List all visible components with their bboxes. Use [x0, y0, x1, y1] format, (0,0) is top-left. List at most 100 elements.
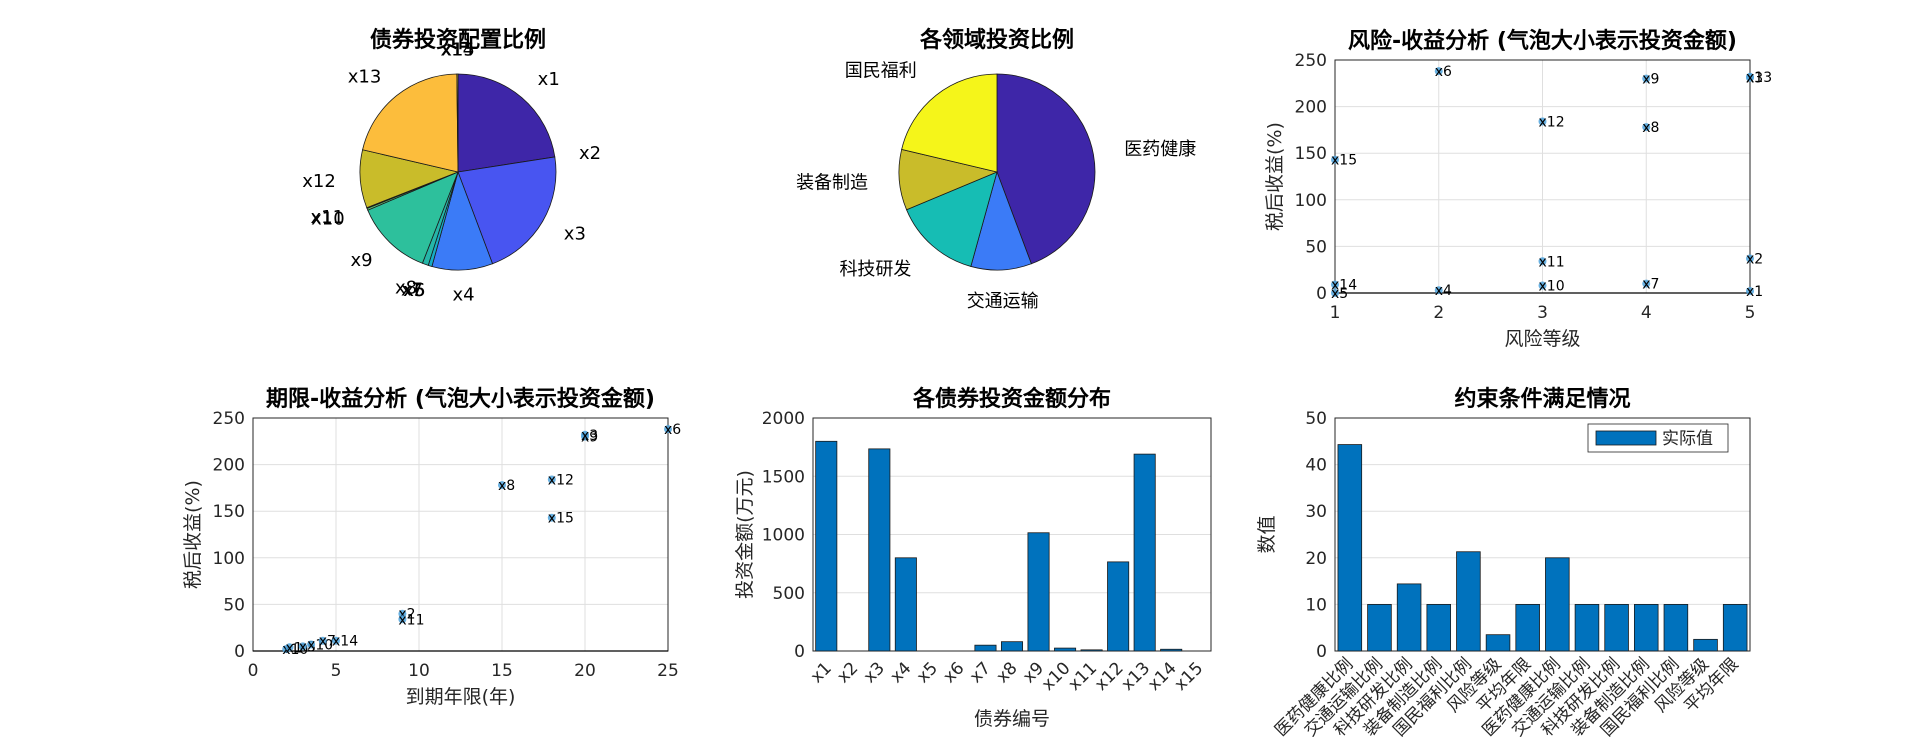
scatter-point — [285, 643, 294, 652]
y-tick-label: 500 — [773, 584, 805, 604]
bar — [1693, 638, 1718, 652]
x-tick-label: 2 — [1433, 303, 1444, 323]
bar — [868, 448, 891, 652]
point-label: x11 — [398, 612, 424, 628]
scatter-point — [1538, 117, 1547, 126]
x-tick-label: x15 — [1171, 658, 1208, 695]
y-tick-label: 0 — [1316, 642, 1327, 662]
plot-frame — [1334, 417, 1751, 652]
bar — [1337, 444, 1363, 652]
x-tick-label: x1 — [807, 658, 836, 687]
x-tick-label: 5 — [1745, 303, 1756, 323]
bar — [1054, 647, 1077, 652]
scatter-point — [547, 475, 556, 484]
y-tick-label: 0 — [234, 642, 245, 662]
point-label: x2 — [1746, 252, 1763, 268]
pie-label: x14 — [440, 40, 474, 61]
pie-slice-科技研发 — [906, 171, 998, 267]
point-label: x15 — [548, 511, 574, 527]
bar — [1456, 551, 1481, 652]
x-tick-label: 20 — [574, 661, 596, 681]
bar — [1396, 583, 1422, 652]
pie-slice-x13 — [362, 73, 459, 173]
scatter-point — [1331, 155, 1339, 164]
pie-label: x12 — [302, 171, 336, 192]
scatter-point — [1642, 123, 1651, 132]
pie-label: x3 — [564, 224, 586, 245]
x-tick-label: 3 — [1537, 303, 1548, 323]
chart-title: 债券投资配置比例 — [370, 27, 546, 53]
y-tick-label: 150 — [213, 502, 245, 522]
scatter-point — [1434, 286, 1443, 295]
y-tick-label: 250 — [213, 409, 245, 429]
point-label: x14 — [1331, 278, 1357, 294]
y-axis-label: 税后收益(%) — [182, 480, 204, 589]
scatter-point — [332, 636, 340, 645]
scatter-point — [1331, 289, 1339, 297]
x-tick-label: x3 — [860, 658, 889, 687]
point-label: x5 — [1331, 286, 1348, 302]
x-axis-label: 风险等级 — [1504, 328, 1580, 350]
bar — [1485, 634, 1511, 652]
x-tick-label: x5 — [913, 658, 942, 687]
scatter-point — [1642, 279, 1651, 288]
point-label: x8 — [498, 478, 515, 494]
y-tick-label: 50 — [1305, 409, 1327, 429]
point-label: x7 — [1642, 277, 1659, 293]
y-axis-label: 税后收益(%) — [1264, 122, 1286, 231]
bar — [974, 644, 997, 652]
pie-label: 交通运输 — [967, 291, 1039, 312]
scatter-point — [581, 430, 589, 439]
chart-title: 约束条件满足情况 — [1454, 386, 1630, 412]
bar — [1133, 453, 1156, 652]
x-tick-label: x6 — [940, 658, 969, 687]
point-label: x13 — [1746, 70, 1772, 86]
pie-slice-医药健康 — [996, 73, 1096, 265]
bar — [1574, 604, 1600, 652]
legend-label: 实际值 — [1662, 429, 1713, 449]
point-label: x11 — [1539, 254, 1565, 270]
pie-label: x2 — [579, 143, 601, 164]
scatter-point — [1642, 74, 1651, 83]
point-label: x4 — [1435, 283, 1452, 299]
pie-label: x4 — [452, 284, 474, 305]
pie-slice-国民福利 — [901, 73, 998, 173]
legend: 实际值 — [1587, 423, 1729, 453]
scatter-point — [398, 609, 407, 618]
bar — [1604, 604, 1629, 652]
y-tick-label: 0 — [794, 642, 805, 662]
bar — [1080, 649, 1103, 652]
chart-title: 风险-收益分析 (气泡大小表示投资金额) — [1348, 28, 1737, 54]
y-tick-label: 40 — [1305, 456, 1327, 476]
y-tick-label: 150 — [1295, 144, 1327, 164]
pie-label: 科技研发 — [839, 259, 911, 280]
chart-title: 各债券投资金额分布 — [912, 386, 1111, 412]
y-tick-label: 2000 — [762, 409, 805, 429]
bar — [1663, 604, 1689, 652]
pie-label: 国民福利 — [845, 61, 917, 82]
y-tick-label: 100 — [213, 549, 245, 569]
bar — [1633, 604, 1659, 652]
x-axis-label: 债券编号 — [974, 708, 1050, 730]
pie-label: x10 — [311, 209, 345, 230]
point-label: x10 — [307, 637, 333, 653]
scatter-chart-2: 0 50 100 150 200 250 0 5 10 15 20 25 期限-收益分析 (气泡大小表示… — [182, 386, 681, 708]
pie-label: x6 — [403, 280, 425, 301]
pie-label: x13 — [348, 66, 382, 87]
y-tick-label: 20 — [1305, 549, 1327, 569]
pie-slice-x9 — [367, 171, 459, 264]
scatter-point — [547, 513, 556, 522]
y-tick-label: 30 — [1305, 502, 1327, 522]
y-tick-label: 10 — [1305, 595, 1327, 615]
bar — [1027, 532, 1050, 652]
point-label: x6 — [664, 422, 681, 438]
y-tick-label: 200 — [1295, 98, 1327, 118]
x-tick-label: x8 — [993, 658, 1022, 687]
pie-label: 医药健康 — [1124, 139, 1196, 160]
scatter-chart-1: 0 50 100 150 200 250 1 2 3 4 5 风险-收益分析 (气泡大小表示投资金额)… — [1264, 28, 1772, 350]
chart-title: 期限-收益分析 (气泡大小表示投资金额) — [266, 386, 655, 412]
pie-label: x5 — [403, 280, 425, 301]
point-label: x15 — [1331, 153, 1357, 169]
